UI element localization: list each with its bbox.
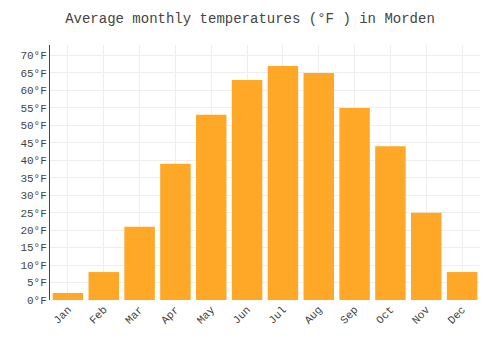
svg-text:0°F: 0°F <box>27 295 47 307</box>
svg-text:Oct: Oct <box>374 304 396 326</box>
svg-text:60°F: 60°F <box>20 85 46 97</box>
svg-text:65°F: 65°F <box>20 68 46 80</box>
svg-text:Jan: Jan <box>51 304 73 326</box>
svg-text:Sep: Sep <box>338 304 360 326</box>
svg-text:20°F: 20°F <box>20 225 46 237</box>
svg-text:45°F: 45°F <box>20 138 46 150</box>
svg-text:55°F: 55°F <box>20 103 46 115</box>
svg-text:Nov: Nov <box>410 304 433 327</box>
svg-text:5°F: 5°F <box>27 277 47 289</box>
svg-text:70°F: 70°F <box>20 50 46 62</box>
svg-text:50°F: 50°F <box>20 120 46 132</box>
svg-text:15°F: 15°F <box>20 242 46 254</box>
svg-text:Feb: Feb <box>87 304 109 326</box>
svg-text:40°F: 40°F <box>20 155 46 167</box>
svg-text:Jun: Jun <box>231 304 253 326</box>
svg-text:25°F: 25°F <box>20 208 46 220</box>
svg-text:May: May <box>195 304 218 327</box>
svg-text:Apr: Apr <box>159 304 181 326</box>
svg-text:Dec: Dec <box>446 304 468 326</box>
svg-text:30°F: 30°F <box>20 190 46 202</box>
svg-text:10°F: 10°F <box>20 260 46 272</box>
svg-text:Average monthly temperatures (: Average monthly temperatures (°F ) in Mo… <box>65 11 435 27</box>
svg-text:35°F: 35°F <box>20 173 46 185</box>
svg-text:Aug: Aug <box>302 304 324 326</box>
svg-text:Jul: Jul <box>266 304 288 326</box>
svg-text:Mar: Mar <box>123 304 145 326</box>
